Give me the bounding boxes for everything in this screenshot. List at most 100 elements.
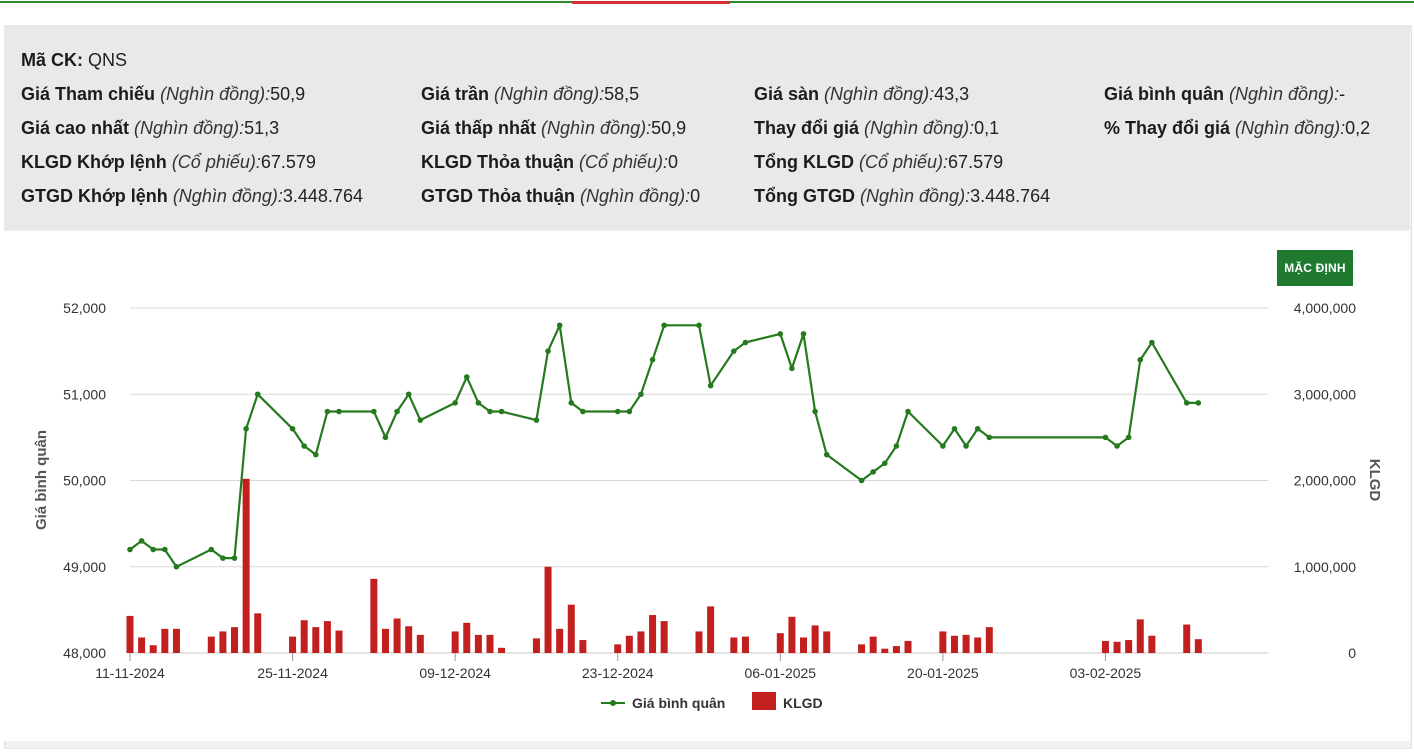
info-label: KLGD Thỏa thuận [421,152,574,172]
y-tick-label: 48,000 [63,645,106,661]
top-accent-green-right [730,1,1414,3]
price-point [220,555,226,561]
price-point [1149,339,1155,346]
info-value: 58,5 [604,84,640,104]
volume-bar [381,628,389,653]
info-unit: (Nghìn đồng): [864,118,975,138]
price-point [452,400,458,406]
volume-bar [498,647,506,653]
info-cell: Tổng GTGD (Nghìn đồng):3.448.764 [754,184,1050,208]
price-point [1114,443,1120,449]
price-point [208,546,215,553]
info-unit: (Nghìn đồng): [134,118,245,138]
info-label: Thay đổi giá [754,118,860,138]
info-cell: Giá sàn (Nghìn đồng):43,3 [754,82,969,106]
y2-axis-title: KLGD [1366,459,1383,502]
volume-bar [335,630,343,653]
volume-bar [974,637,982,653]
info-unit: (Nghìn đồng): [1235,118,1346,138]
volume-bar [904,640,912,653]
volume-bar [823,631,831,653]
volume-bar [463,622,471,653]
price-point [951,425,958,432]
volume-bar [486,634,494,653]
reset-default-button[interactable]: MẶC ĐỊNH [1277,250,1353,286]
info-unit: (Nghìn đồng): [172,186,283,206]
volume-bar [532,638,540,653]
price-point [556,322,563,329]
info-cell: Giá Tham chiếu (Nghìn đồng):50,9 [21,82,305,106]
volume-bar [614,644,622,653]
price-point [417,417,424,423]
y-tick-label: 50,000 [63,473,106,489]
price-point [905,408,911,415]
stock-code-value: QNS [88,50,128,70]
volume-bar [985,627,993,653]
volume-bar [567,604,575,653]
volume-bar [300,620,308,653]
price-point [568,400,575,406]
volume-bar [950,635,958,653]
x-tick-label: 25-11-2024 [257,665,328,681]
x-tick-label: 11-11-2024 [95,665,165,681]
price-point [893,443,900,449]
price-point [580,408,586,415]
price-point [870,469,876,475]
volume-bar [695,631,703,653]
top-accent-red-tab [572,1,730,4]
x-tick-label: 09-12-2024 [419,665,491,681]
price-point [545,348,551,354]
volume-bar [393,618,401,653]
price-point [638,391,644,398]
price-point [173,563,180,570]
price-point [162,546,168,553]
info-unit: (Nghìn đồng): [824,84,935,104]
y-axis-right: 4,000,000 3,000,000 2,000,000 1,000,000 0 [1294,300,1357,661]
price-point [1183,400,1190,406]
info-label: Giá bình quân [1104,84,1224,104]
price-point [858,477,865,484]
info-cell: Tổng KLGD (Cổ phiếu):67.579 [754,150,1003,174]
volume-bar [939,631,947,653]
info-unit: (Nghìn đồng): [541,118,652,138]
info-label: Tổng KLGD [754,152,854,172]
info-cell: GTGD Khớp lệnh (Nghìn đồng):3.448.764 [21,184,363,208]
legend-label-price: Giá bình quân [632,695,725,711]
volume-bar [207,636,215,653]
price-point [405,391,412,398]
price-point [789,365,795,372]
volume-bar [254,613,262,653]
info-cell: % Thay đổi giá (Nghìn đồng):0,2 [1104,116,1370,140]
volume-bar [869,636,877,653]
volume-bar [405,626,413,653]
y2-tick-label: 2,000,000 [1294,473,1356,489]
info-value: 0,2 [1345,118,1371,138]
info-unit: (Nghìn đồng): [160,84,271,104]
price-point [498,408,505,415]
price-point [382,434,389,441]
price-point [231,555,238,561]
volume-bar [370,578,378,653]
volume-bar [138,637,146,653]
price-point [463,374,470,380]
price-point [324,408,331,415]
info-unit: (Cổ phiếu): [859,152,949,172]
volume-bar [161,628,169,653]
price-point [661,322,667,329]
price-line [127,322,1202,570]
y2-tick-label: 4,000,000 [1294,300,1356,316]
volume-bar [1148,635,1156,653]
price-point [649,356,656,363]
price-point [974,425,981,432]
info-cell: KLGD Thỏa thuận (Cổ phiếu):0 [421,150,678,174]
chart-grid [130,307,1268,654]
info-unit: (Cổ phiếu): [171,152,261,172]
volume-bar [707,606,715,653]
info-cell: GTGD Thỏa thuận (Nghìn đồng):0 [421,184,700,208]
y-axis-left: 52,000 51,000 50,000 49,000 48,000 [63,300,106,661]
info-label: KLGD Khớp lệnh [21,152,167,172]
price-point [626,408,633,415]
info-value: 0 [668,152,679,172]
volume-bar [126,615,134,653]
legend-bar-swatch [752,692,776,710]
